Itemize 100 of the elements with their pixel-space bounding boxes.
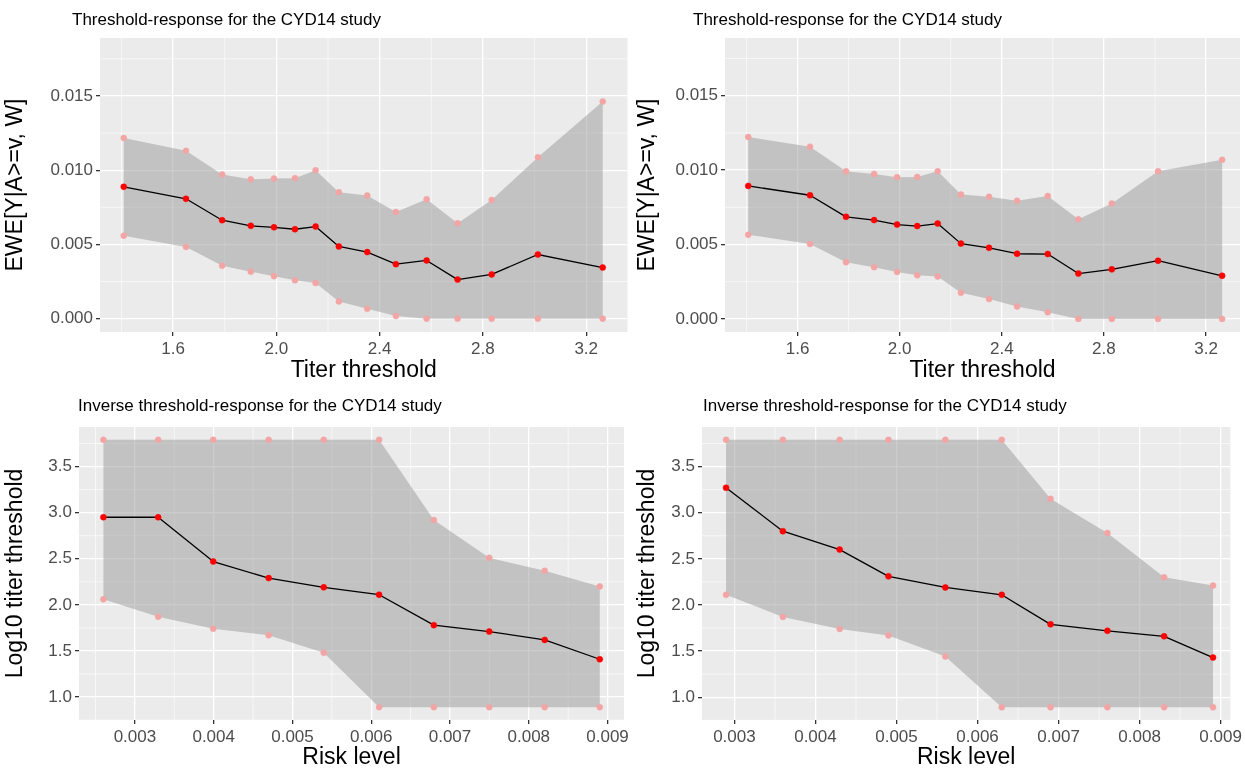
point (806, 143, 814, 151)
x-tick-label: 0.008 (507, 726, 551, 746)
x-tick-label: 2.4 (989, 338, 1014, 358)
y-tick-label: 2.5 (48, 548, 72, 568)
point (596, 655, 603, 663)
point (1209, 704, 1217, 711)
point (182, 195, 190, 203)
point (209, 558, 217, 565)
x-tick-label: 0.009 (1199, 726, 1242, 746)
point (154, 436, 162, 444)
point (1104, 529, 1111, 537)
x-tick-label: 2.8 (471, 338, 495, 358)
point (870, 216, 878, 224)
point (534, 153, 542, 161)
y-tick-label: 2.0 (671, 594, 695, 614)
chart-title: Threshold-response for the CYD14 study (72, 9, 382, 29)
point (209, 436, 217, 444)
point (120, 232, 127, 239)
point (363, 192, 371, 199)
point (100, 514, 107, 521)
point (312, 223, 319, 230)
point (806, 192, 814, 199)
point (957, 289, 965, 297)
point (120, 134, 127, 142)
point (1013, 303, 1021, 310)
point (870, 170, 878, 178)
point (870, 263, 878, 271)
point (885, 632, 892, 639)
point (182, 147, 190, 155)
x-tick-label: 0.003 (713, 726, 756, 746)
point (335, 188, 343, 196)
point (1209, 582, 1217, 589)
point (209, 625, 217, 633)
y-axis-title: Log10 titer threshold (1, 468, 28, 679)
point (312, 279, 319, 287)
point (985, 193, 993, 200)
point (218, 262, 226, 269)
point (100, 436, 107, 444)
y-tick-label: 3.5 (48, 456, 72, 476)
point (265, 436, 272, 444)
point (541, 567, 548, 574)
point (942, 584, 949, 591)
point (363, 248, 371, 256)
point (247, 222, 255, 230)
point (998, 591, 1006, 599)
point (1013, 197, 1021, 205)
point (1075, 315, 1082, 323)
point (1108, 200, 1116, 207)
x-tick-label: 2.4 (367, 338, 392, 358)
point (392, 260, 400, 268)
point (985, 244, 993, 252)
point (100, 596, 107, 603)
point (599, 315, 606, 322)
point (320, 584, 327, 591)
x-tick-label: 0.005 (875, 726, 918, 746)
point (1047, 621, 1054, 628)
x-axis-title: Titer threshold (909, 355, 1056, 382)
point (291, 277, 299, 284)
point (1160, 704, 1168, 711)
point (599, 98, 606, 105)
point (1154, 257, 1162, 264)
y-tick-label: 0.000 (675, 308, 718, 328)
point (934, 168, 941, 175)
point (934, 220, 941, 227)
point (423, 196, 430, 203)
x-tick-label: 1.6 (785, 338, 810, 358)
point (430, 621, 438, 629)
point (914, 173, 921, 181)
point (488, 196, 495, 204)
x-tick-label: 0.004 (192, 726, 235, 746)
point (722, 591, 730, 599)
point (291, 174, 299, 182)
point (596, 583, 603, 590)
x-tick-label: 0.007 (1037, 726, 1080, 746)
point (154, 613, 162, 621)
point (985, 295, 993, 303)
point (485, 554, 493, 562)
point (423, 315, 430, 322)
y-tick-label: 3.0 (671, 502, 695, 522)
point (218, 216, 226, 224)
point (744, 231, 752, 238)
point (1108, 315, 1116, 323)
point (1160, 633, 1168, 640)
point (247, 176, 255, 183)
point (893, 268, 901, 276)
y-tick-label: 2.5 (671, 548, 695, 568)
point (454, 315, 461, 322)
point (488, 271, 495, 278)
point (885, 573, 892, 580)
point (247, 268, 255, 275)
y-axis-title: EWE[Y|A>=v, W] (1, 98, 28, 272)
point (534, 315, 542, 322)
point (722, 484, 730, 492)
point (120, 183, 127, 191)
point (1047, 495, 1054, 503)
point (485, 628, 493, 635)
point (1108, 266, 1116, 273)
point (270, 224, 278, 231)
point (541, 703, 548, 711)
point (836, 436, 843, 444)
